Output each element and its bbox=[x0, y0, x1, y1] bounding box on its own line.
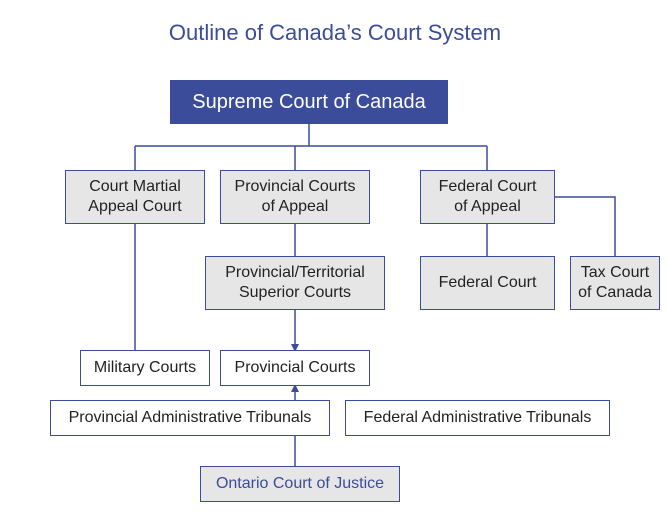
node-fcoa: Federal Courtof Appeal bbox=[420, 170, 555, 224]
node-pcoa: Provincial Courtsof Appeal bbox=[220, 170, 370, 224]
node-pat: Provincial Administrative Tribunals bbox=[50, 400, 330, 436]
node-supreme: Supreme Court of Canada bbox=[170, 80, 448, 124]
diagram-title: Outline of Canada’s Court System bbox=[135, 18, 535, 48]
node-tax: Tax Courtof Canada bbox=[570, 256, 660, 310]
node-fedcourt: Federal Court bbox=[420, 256, 555, 310]
connector bbox=[555, 197, 615, 256]
node-fat: Federal Administrative Tribunals bbox=[345, 400, 610, 436]
node-ptsc: Provincial/TerritorialSuperior Courts bbox=[205, 256, 385, 310]
node-ocj: Ontario Court of Justice bbox=[200, 466, 400, 502]
node-provcourts: Provincial Courts bbox=[220, 350, 370, 386]
node-military: Military Courts bbox=[80, 350, 210, 386]
node-cmac: Court MartialAppeal Court bbox=[65, 170, 205, 224]
diagram-stage: Outline of Canada’s Court System Supreme… bbox=[0, 0, 666, 532]
